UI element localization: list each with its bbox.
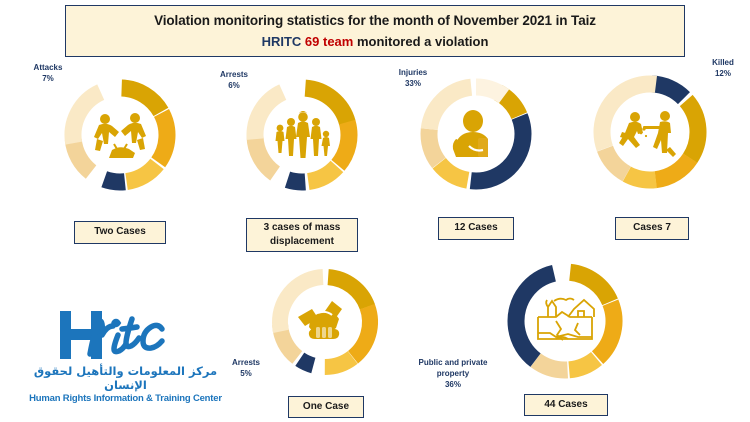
arrests-case-box: One Case <box>288 396 364 418</box>
injuries-percent-label: Injuries 33% <box>382 68 444 90</box>
segment-gold-light <box>420 78 532 190</box>
killed-percent-value: 12% <box>714 68 731 78</box>
segment-pale <box>420 78 532 190</box>
injuries-percent-value: 33% <box>404 78 421 88</box>
donut-chart-injuries <box>414 72 538 196</box>
subtitle-org: HRITC <box>261 34 305 49</box>
subtitle-suffix: monitored a violation <box>353 34 489 49</box>
injuries-case-box: 12 Cases <box>438 217 514 240</box>
title-banner: Violation monitoring statistics for the … <box>65 5 685 57</box>
segment-cream <box>420 78 532 190</box>
property-percent-value: 36% <box>444 379 461 389</box>
displacement-label-text: Arrests <box>219 70 248 79</box>
page-title: Violation monitoring statistics for the … <box>154 13 596 28</box>
injuries-label-text: Injuries <box>398 68 428 77</box>
displacement-caption-line1: 3 cases of mass <box>263 221 341 233</box>
segment-gold <box>507 263 623 379</box>
killed-label-text: Killed <box>712 58 734 67</box>
donut-chart-displacement <box>240 73 364 197</box>
property-label-line2: property <box>436 368 470 378</box>
logo-arabic-text: مركز المعلومات والتأهيل لحقوق الإنسان <box>33 364 218 392</box>
property-case-box: 44 Cases <box>524 394 608 416</box>
segment-gold-light <box>246 79 358 191</box>
displacement-donut-svg <box>246 79 358 191</box>
segment-gold-dark <box>593 75 707 189</box>
injuries-donut-svg <box>420 78 532 190</box>
segment-highlight-navy <box>64 79 176 191</box>
donut-chart-property <box>500 256 630 386</box>
arrests-donut-svg <box>272 269 378 375</box>
donut-chart-killed <box>586 68 714 196</box>
segment-gold <box>272 269 378 375</box>
attacks-percent-label: Attacks 7% <box>18 63 78 85</box>
segment-highlight-navy <box>507 263 623 379</box>
segment-gold-dark <box>246 79 358 191</box>
displacement-caption-line2: displacement <box>270 236 334 247</box>
segment-tan <box>507 263 623 379</box>
segment-highlight-navy <box>420 78 532 190</box>
displacement-percent-value: 6% <box>228 80 240 90</box>
segment-tan <box>272 269 378 375</box>
segment-tan <box>246 79 358 191</box>
segment-gold-light <box>64 79 176 191</box>
logo-wordmark <box>18 305 233 363</box>
attacks-percent-value: 7% <box>42 73 54 83</box>
displacement-percent-label: Arrests 6% <box>204 70 264 92</box>
segment-tan <box>64 79 176 191</box>
hritc-logo: مركز المعلومات والتأهيل لحقوق الإنسان Hu… <box>18 305 233 404</box>
page-subtitle: HRITC 69 team monitored a violation <box>262 34 489 49</box>
donut-chart-arrests <box>265 262 385 382</box>
attacks-label-text: Attacks <box>33 63 63 72</box>
subtitle-highlight: 69 team <box>304 34 354 49</box>
killed-percent-label: Killed 12% <box>700 58 746 80</box>
segment-cream <box>272 269 378 375</box>
attacks-case-box: Two Cases <box>74 221 166 244</box>
segment-cream <box>246 79 358 191</box>
attacks-donut-svg <box>64 79 176 191</box>
killed-case-box: Cases 7 <box>615 217 689 240</box>
displacement-case-box: 3 cases of mass displacement <box>246 218 358 252</box>
logo-english-text: Human Rights Information & Training Cent… <box>29 393 222 404</box>
property-donut-svg <box>507 263 623 379</box>
killed-donut-svg <box>593 75 707 189</box>
property-percent-label: Public and private property 36% <box>414 358 492 390</box>
segment-gold <box>593 75 707 189</box>
segment-tan <box>593 75 707 189</box>
property-label-line1: Public and private <box>418 358 488 367</box>
donut-chart-attacks <box>58 73 182 197</box>
arrests-label-text: Arrests <box>231 358 260 367</box>
arrests-percent-label: Arrests 5% <box>222 358 270 380</box>
hritc-wordmark-svg <box>60 311 165 359</box>
arrests-percent-value: 5% <box>240 368 252 378</box>
